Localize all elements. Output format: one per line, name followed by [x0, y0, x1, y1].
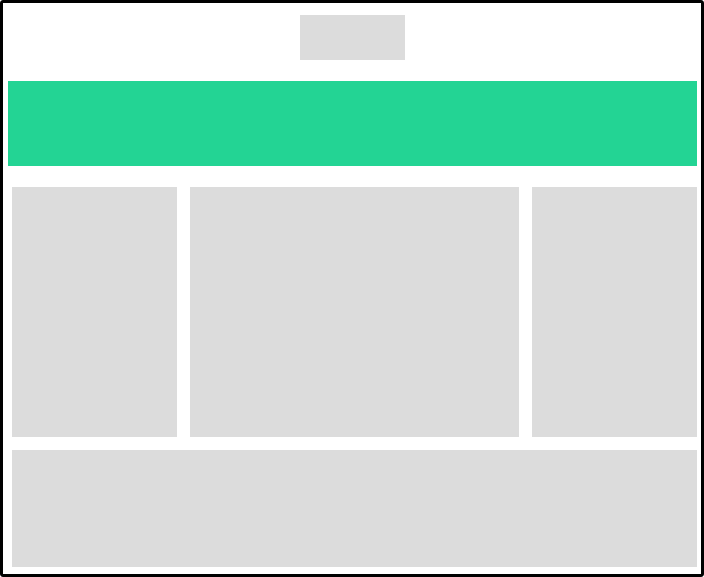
footer-placeholder	[12, 450, 697, 567]
logo-placeholder	[300, 15, 405, 60]
right-column-placeholder	[532, 187, 697, 437]
hero-banner	[8, 81, 697, 166]
left-column-placeholder	[12, 187, 177, 437]
main-content-placeholder	[190, 187, 519, 437]
